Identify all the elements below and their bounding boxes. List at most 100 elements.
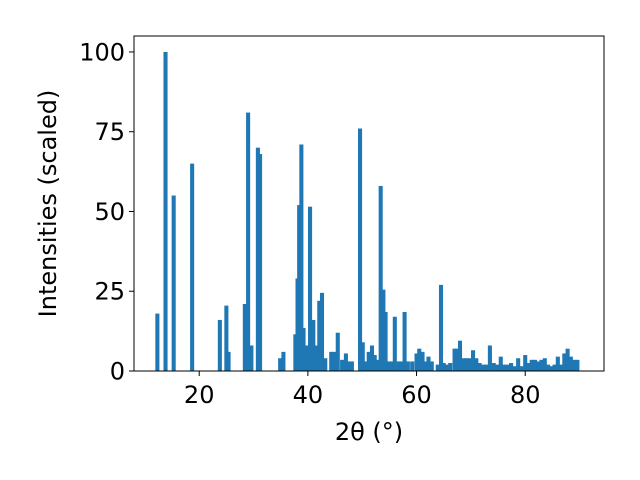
bar xyxy=(299,144,304,371)
bar xyxy=(278,358,283,371)
bar xyxy=(414,353,419,371)
bar xyxy=(281,351,286,371)
bar xyxy=(388,361,394,371)
bar xyxy=(546,364,551,371)
bar xyxy=(549,366,554,371)
bar xyxy=(378,185,383,371)
bar xyxy=(255,147,260,371)
bar xyxy=(366,351,371,371)
bar-series xyxy=(155,51,580,371)
bar xyxy=(226,351,231,371)
bar xyxy=(568,356,573,371)
bar xyxy=(559,364,564,371)
bar xyxy=(399,361,404,371)
y-tick-label: 25 xyxy=(94,278,125,306)
bar xyxy=(308,206,313,371)
bar xyxy=(523,355,528,371)
bar xyxy=(575,359,580,371)
bar xyxy=(572,359,577,371)
bar xyxy=(246,112,251,371)
bar xyxy=(565,348,570,371)
bar xyxy=(293,334,298,371)
bar xyxy=(319,292,325,371)
bar xyxy=(536,361,541,371)
bar xyxy=(477,363,482,371)
bar xyxy=(505,364,510,371)
bar xyxy=(487,345,492,371)
x-tick-label: 40 xyxy=(293,381,324,409)
bar xyxy=(242,304,247,371)
bar xyxy=(417,348,422,371)
y-tick-label: 0 xyxy=(110,358,125,386)
bar xyxy=(455,348,460,371)
bar xyxy=(258,154,263,371)
y-axis-label: Intensities (scaled) xyxy=(34,90,62,318)
bar xyxy=(190,163,195,371)
bar xyxy=(471,350,476,371)
bar xyxy=(426,356,431,371)
bar xyxy=(369,345,375,371)
bar xyxy=(349,361,354,371)
bar xyxy=(396,361,401,371)
bar xyxy=(480,364,485,371)
bar xyxy=(441,363,446,371)
bar xyxy=(438,284,444,371)
bar xyxy=(467,358,472,371)
bar xyxy=(410,361,415,371)
bar xyxy=(461,358,466,371)
bar xyxy=(448,363,453,371)
bar xyxy=(555,356,560,371)
bar xyxy=(498,356,503,371)
bar xyxy=(464,358,469,371)
x-axis: 20 40 60 80 xyxy=(184,371,541,409)
bar xyxy=(360,342,365,371)
bar xyxy=(552,364,557,371)
bar xyxy=(429,361,434,371)
bar xyxy=(335,332,340,371)
bar xyxy=(405,361,410,371)
x-tick-label: 80 xyxy=(510,381,541,409)
bar xyxy=(516,358,521,371)
bar xyxy=(509,363,514,371)
bar xyxy=(314,345,319,371)
bar xyxy=(224,305,229,371)
bar xyxy=(392,316,397,371)
bar xyxy=(474,358,479,371)
bar xyxy=(457,340,463,371)
bar xyxy=(519,366,524,371)
bar xyxy=(305,345,310,371)
bar xyxy=(539,359,544,371)
bar xyxy=(329,351,334,371)
bar xyxy=(452,348,457,371)
bar xyxy=(171,195,176,371)
bar xyxy=(386,361,391,371)
bar xyxy=(532,359,538,371)
bar xyxy=(423,361,428,371)
bar xyxy=(155,313,160,371)
x-tick-label: 60 xyxy=(401,381,432,409)
bar xyxy=(383,311,388,371)
bar xyxy=(491,363,496,371)
bar xyxy=(495,364,500,371)
bar xyxy=(311,319,316,371)
bar xyxy=(297,205,302,371)
bar xyxy=(435,364,440,371)
bar xyxy=(529,359,534,371)
bar xyxy=(323,358,328,371)
bar xyxy=(526,363,531,371)
bar xyxy=(331,351,336,371)
bar xyxy=(358,128,363,371)
bar xyxy=(372,355,377,371)
bar xyxy=(375,359,380,371)
bar xyxy=(512,366,517,371)
bar xyxy=(562,353,567,371)
bar xyxy=(402,311,407,371)
bar xyxy=(444,364,449,371)
bar xyxy=(163,51,168,371)
bar xyxy=(542,358,547,371)
bar xyxy=(317,300,322,371)
x-axis-label: 2θ (°) xyxy=(335,418,403,446)
bar xyxy=(340,359,345,371)
bar xyxy=(363,361,368,371)
